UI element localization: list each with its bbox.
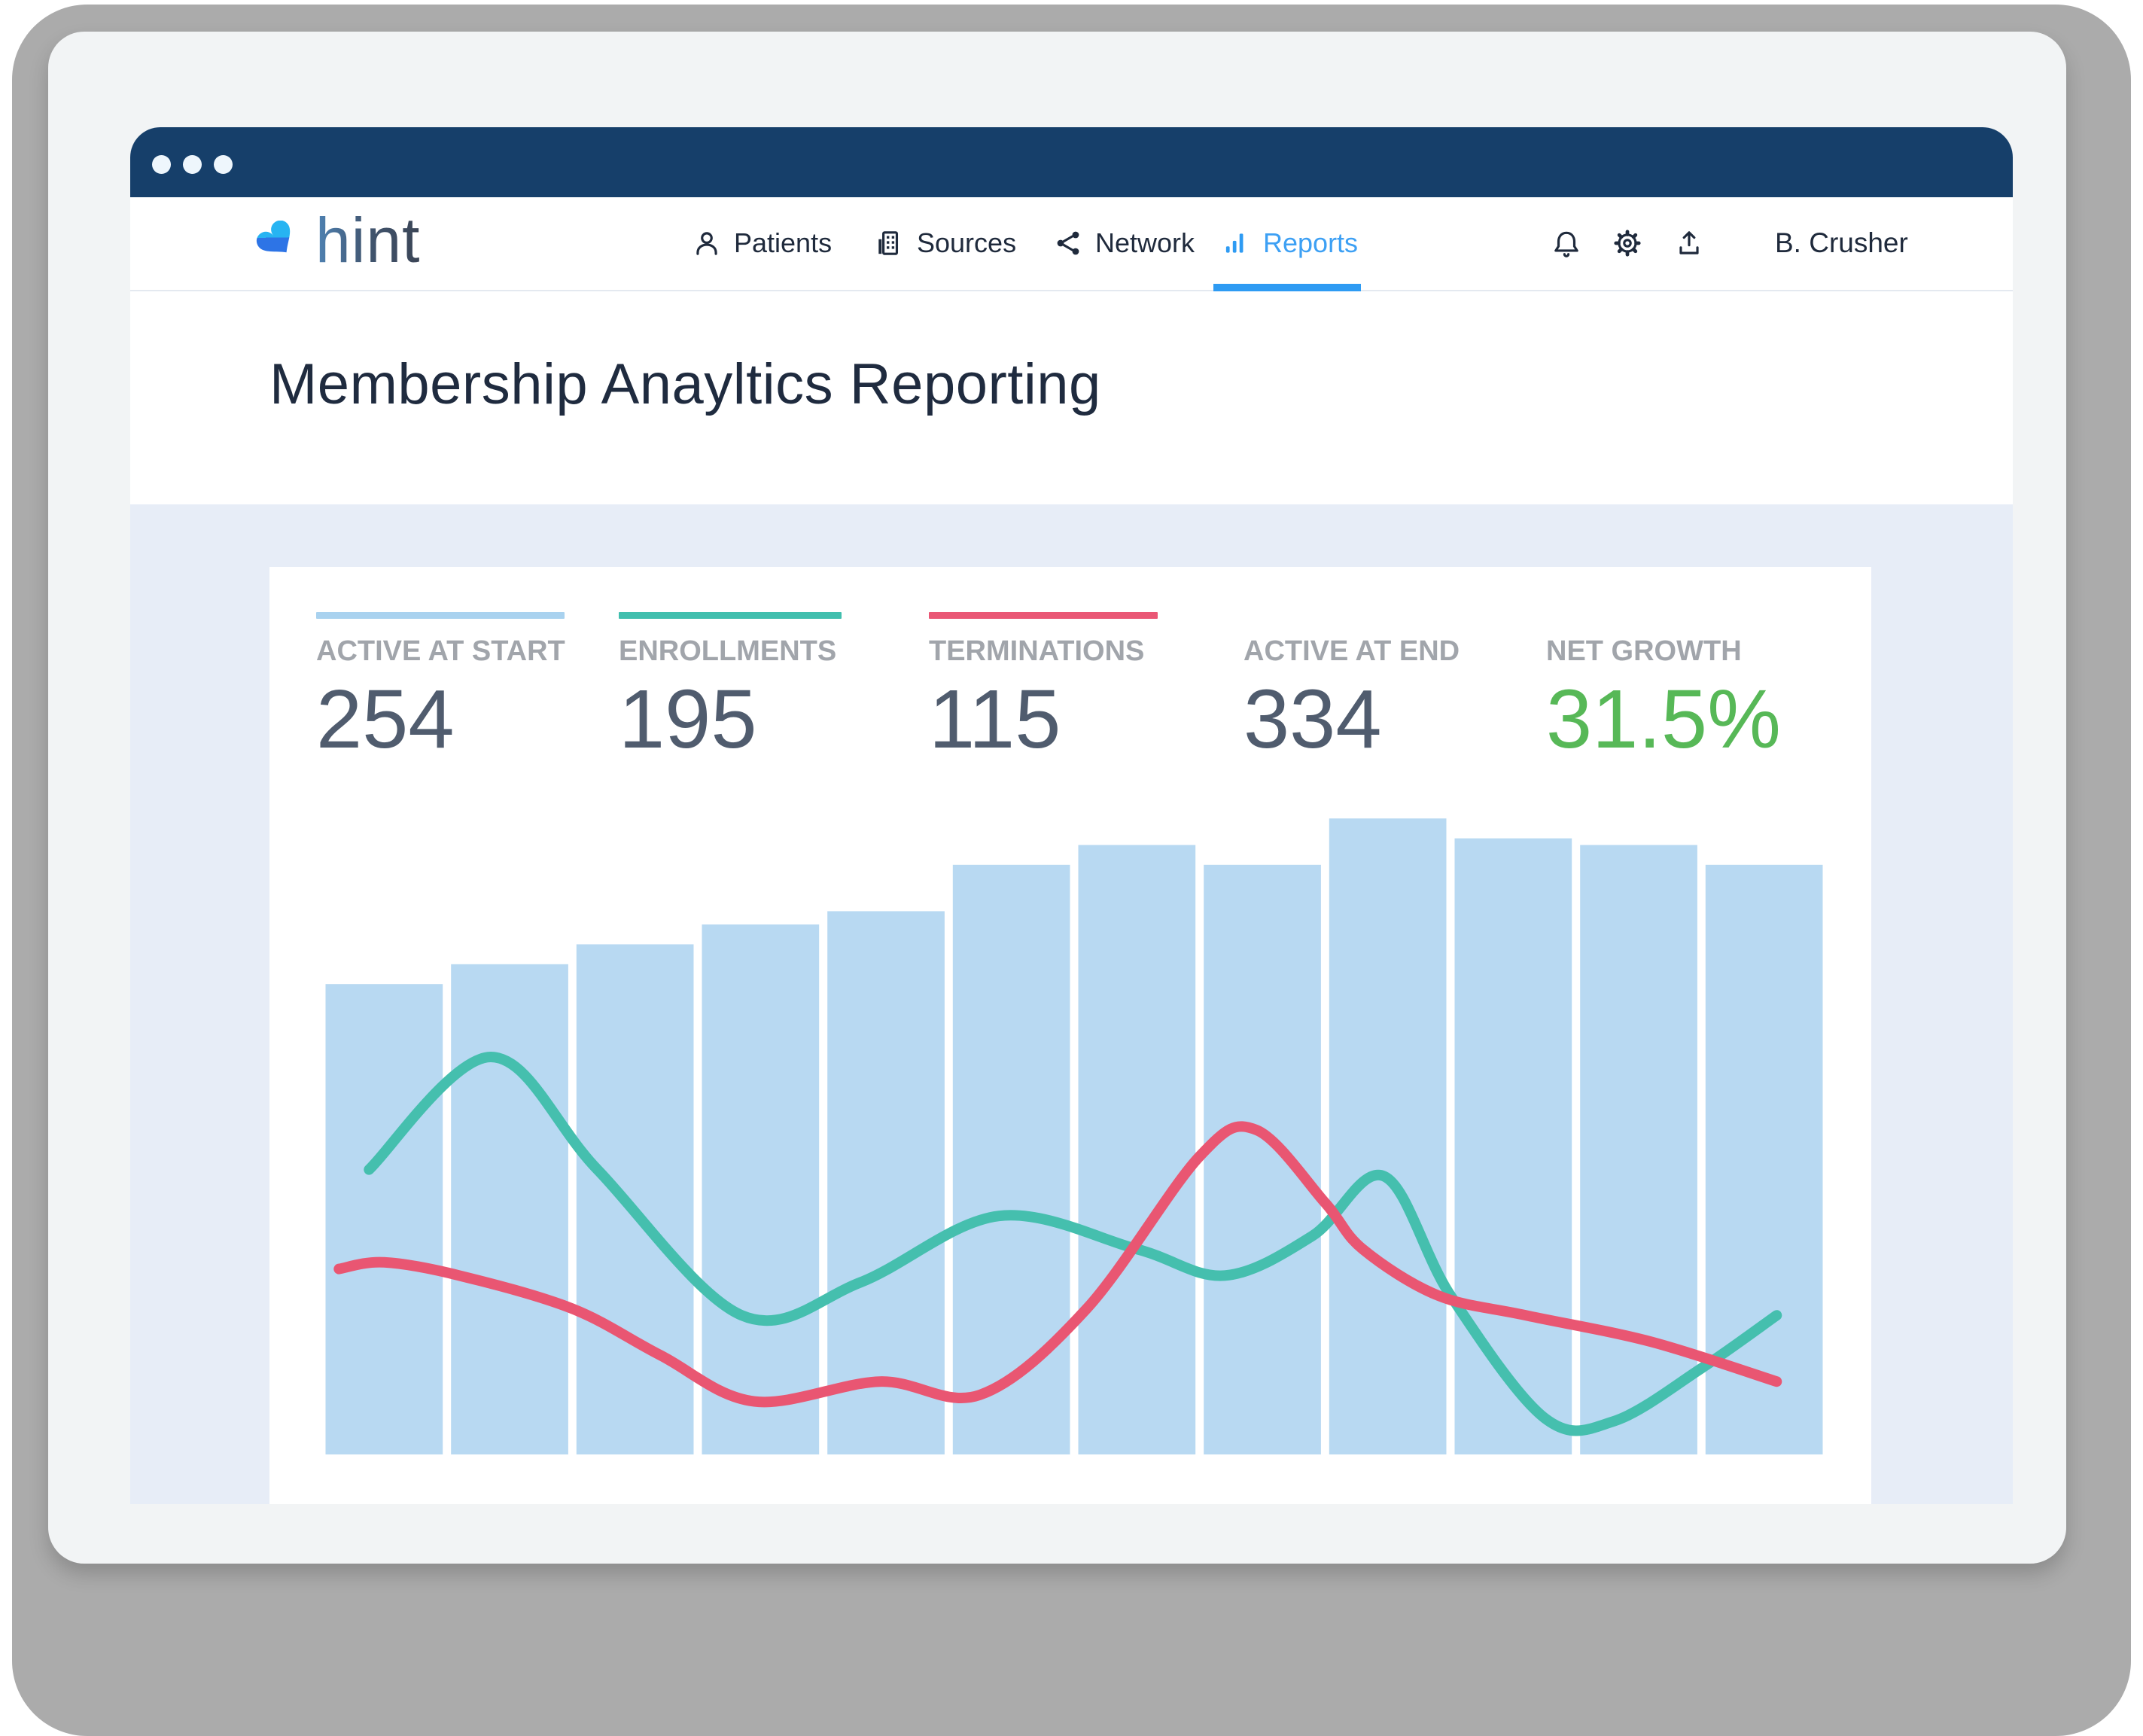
bar-chart-icon bbox=[1225, 233, 1243, 253]
user-menu[interactable]: B. Crusher bbox=[1775, 227, 1908, 258]
nav-item-label: Patients bbox=[734, 227, 833, 258]
stat-label: TERMINATIONS bbox=[929, 635, 1145, 667]
notifications-button[interactable] bbox=[1551, 227, 1582, 259]
upload-icon bbox=[1679, 231, 1699, 254]
export-button[interactable] bbox=[1673, 227, 1705, 259]
window-titlebar bbox=[130, 127, 2013, 197]
building-icon bbox=[878, 230, 899, 255]
stat-enrollments: ENROLLMENTS 195 bbox=[619, 612, 842, 761]
membership-chart-area bbox=[321, 792, 1827, 1454]
nav-item-patients[interactable]: Patients bbox=[691, 197, 832, 288]
stat-value: 115 bbox=[929, 673, 1061, 766]
stat-value: 254 bbox=[316, 673, 455, 766]
stat-terminations: TERMINATIONS 115 bbox=[929, 612, 1158, 761]
stat-active-at-start: ACTIVE AT START 254 bbox=[316, 612, 565, 761]
stat-net-growth: NET GROWTH 31.5% bbox=[1546, 612, 1781, 761]
logo-wordmark: hint bbox=[315, 209, 420, 279]
top-navbar: hint Patients Sources bbox=[130, 197, 2013, 291]
bell-icon bbox=[1554, 231, 1578, 257]
share-network-icon bbox=[1057, 231, 1079, 254]
stat-legend-chip bbox=[619, 612, 842, 619]
hint-logo[interactable]: hint bbox=[255, 197, 420, 290]
stat-label: NET GROWTH bbox=[1546, 635, 1742, 667]
stat-label: ENROLLMENTS bbox=[619, 635, 837, 667]
nav-item-label: Sources bbox=[917, 227, 1017, 258]
report-card: ACTIVE AT START 254 ENROLLMENTS 195 TERM… bbox=[269, 567, 1871, 1504]
browser-window: hint Patients Sources bbox=[130, 127, 2013, 1504]
settings-button[interactable] bbox=[1612, 227, 1643, 259]
window-control-dot[interactable] bbox=[183, 155, 202, 174]
nav-item-label: Network bbox=[1095, 227, 1195, 258]
gear-icon bbox=[1614, 230, 1641, 257]
stat-active-at-end: ACTIVE AT END 334 bbox=[1243, 612, 1460, 761]
stat-value: 31.5% bbox=[1546, 673, 1781, 766]
stat-value: 195 bbox=[619, 673, 757, 766]
page-title: Membership Anayltics Reporting bbox=[269, 352, 1101, 416]
window-control-dot[interactable] bbox=[214, 155, 233, 174]
stat-legend-chip bbox=[929, 612, 1158, 619]
active-tab-underline bbox=[1213, 284, 1361, 291]
nav-item-label: Reports bbox=[1263, 227, 1359, 258]
person-icon bbox=[696, 231, 717, 255]
heart-logo-icon bbox=[256, 220, 291, 252]
nav-item-sources[interactable]: Sources bbox=[874, 197, 1016, 288]
stat-legend-chip bbox=[316, 612, 565, 619]
stat-value: 334 bbox=[1243, 673, 1382, 766]
nav-item-network[interactable]: Network bbox=[1052, 197, 1195, 288]
nav-item-reports[interactable]: Reports bbox=[1220, 197, 1358, 288]
stat-label: ACTIVE AT END bbox=[1243, 635, 1460, 667]
window-control-dot[interactable] bbox=[152, 155, 171, 174]
membership-chart bbox=[325, 818, 1823, 1454]
stat-label: ACTIVE AT START bbox=[316, 635, 565, 667]
